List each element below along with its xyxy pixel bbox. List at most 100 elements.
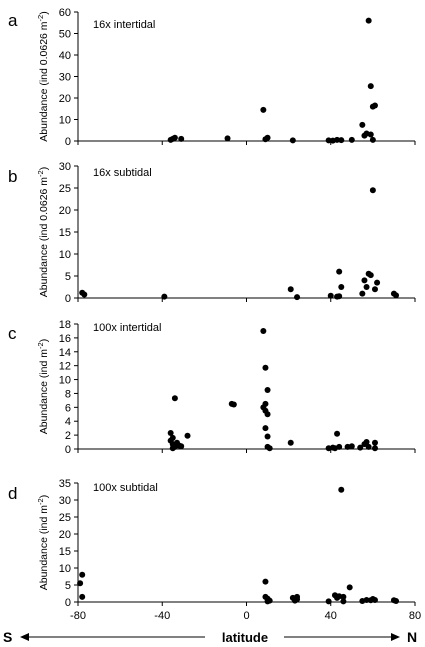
y-axis-label-superscript: -2 [36, 15, 45, 22]
y-axis-label-main: Abundance (ind 0.0626 m [38, 177, 50, 298]
y-axis-label: Abundance (ind m-2) [36, 339, 50, 434]
panel-title-c: 100x intertidal [93, 322, 162, 334]
data-point [336, 293, 343, 300]
panel-a: a 16x intertidal 0 10 20 30 40 50 60 Abundance (i… [8, 7, 416, 148]
data-point [325, 598, 332, 605]
panel-b: b 16x subtidal 0 5 10 15 20 25 30 Abundance (ind … [8, 161, 416, 305]
data-point [374, 279, 381, 286]
x-tick-label: -40 [154, 610, 170, 622]
panel-letter-c: c [8, 324, 17, 343]
y-axis-label-end: ) [38, 11, 50, 15]
y-tick-label: 35 [59, 478, 71, 490]
y-tick-label: 25 [59, 183, 71, 195]
data-point [287, 439, 294, 446]
data-point [171, 134, 178, 141]
data-point [287, 286, 294, 293]
arrow-left-icon [20, 633, 29, 641]
data-point [336, 443, 343, 450]
data-point [371, 596, 378, 603]
y-axis-label-main: Abundance (ind 0.0626 m [38, 21, 50, 142]
y-axis-label: Abundance (ind 0.0626 m-2) [36, 167, 50, 297]
data-point [393, 292, 400, 299]
data-point [365, 443, 372, 450]
y-tick-label: 2 [65, 430, 71, 442]
y-axis-label: Abundance (ind m-2) [36, 495, 50, 590]
data-point [393, 597, 400, 604]
y-tick-label: 20 [59, 205, 71, 217]
data-point [264, 386, 271, 393]
data-point [371, 286, 378, 293]
data-point [369, 187, 376, 194]
y-tick-label: 6 [65, 402, 71, 414]
arrow-right-icon [391, 633, 400, 641]
north-label: N [407, 629, 417, 645]
data-point [79, 593, 86, 600]
y-tick-label: 30 [59, 161, 71, 173]
data-point [178, 443, 185, 450]
x-tick-label: 0 [243, 610, 249, 622]
data-point [260, 106, 267, 113]
y-axis-label-main: Abundance (ind m [38, 505, 50, 590]
data-point [367, 83, 374, 90]
data-point [371, 439, 378, 446]
y-tick-label: 14 [59, 347, 71, 359]
data-point [361, 277, 368, 284]
data-point [334, 136, 341, 143]
y-tick-label: 12 [59, 361, 71, 373]
data-point [178, 135, 185, 142]
y-tick-label: 10 [59, 563, 71, 575]
y-tick-label: 10 [59, 249, 71, 261]
x-axis-label: latitude [222, 630, 268, 645]
data-point [340, 593, 347, 600]
data-point [338, 137, 345, 144]
data-point [348, 136, 355, 143]
data-point [264, 433, 271, 440]
panel-letter-d: d [8, 484, 17, 503]
y-tick-label: 10 [59, 375, 71, 387]
y-tick-label: 15 [59, 227, 71, 239]
data-point [264, 411, 271, 418]
data-point [167, 430, 174, 437]
y-tick-label: 0 [65, 293, 71, 305]
y-tick-label: 18 [59, 319, 71, 331]
y-tick-label: 5 [65, 271, 71, 283]
data-point [371, 445, 378, 452]
data-point [327, 292, 334, 299]
data-point [171, 395, 178, 402]
data-point [264, 134, 271, 141]
data-point [363, 284, 370, 290]
x-tick-label: 80 [409, 610, 421, 622]
data-point [367, 131, 374, 138]
y-tick-label: 30 [59, 72, 71, 84]
data-point [264, 598, 271, 605]
panel-letter-a: a [8, 11, 18, 30]
y-axis-label: Abundance (ind 0.0626 m-2) [36, 11, 50, 141]
data-point [359, 121, 366, 128]
data-point [262, 578, 269, 585]
y-tick-label: 0 [65, 444, 71, 456]
data-point [325, 137, 332, 144]
y-tick-label: 40 [59, 50, 71, 62]
y-tick-label: 20 [59, 529, 71, 541]
data-point [334, 430, 341, 437]
y-axis-label-superscript: -2 [36, 498, 45, 505]
y-tick-label: 0 [65, 136, 71, 148]
data-point [169, 445, 176, 452]
panel-title-a: 16x intertidal [93, 19, 155, 31]
data-point [340, 598, 347, 605]
y-axis-label-end: ) [38, 495, 50, 499]
y-tick-label: 20 [59, 93, 71, 105]
y-tick-label: 8 [65, 388, 71, 400]
y-tick-label: 10 [59, 115, 71, 127]
data-point [348, 443, 355, 450]
data-point [266, 445, 273, 452]
data-point [224, 135, 231, 142]
y-tick-label: 60 [59, 7, 71, 19]
data-point [260, 327, 267, 334]
data-point [363, 439, 370, 446]
data-point [367, 272, 374, 279]
panel-letter-b: b [8, 167, 17, 186]
y-axis-label-superscript: -2 [36, 342, 45, 349]
south-label: S [3, 629, 12, 645]
